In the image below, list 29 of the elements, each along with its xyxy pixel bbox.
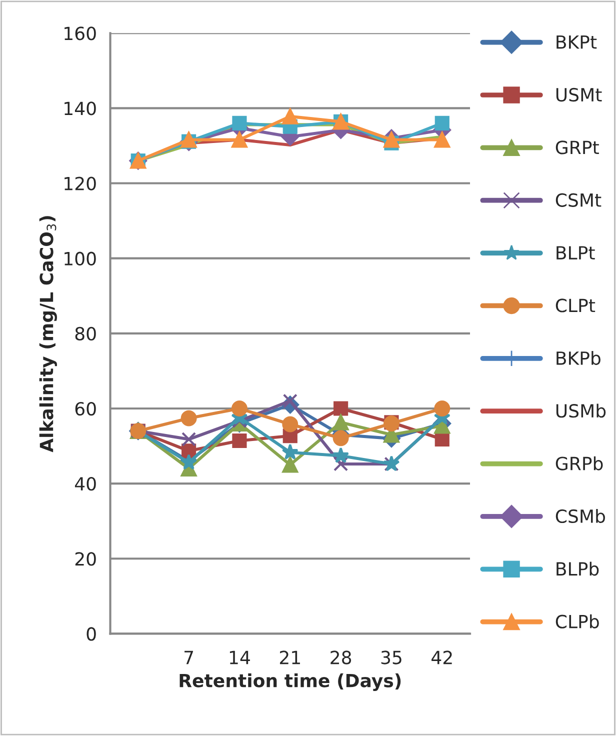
y-tick-label: 0	[86, 627, 96, 641]
y-tick-label: 80	[75, 326, 96, 341]
legend-label: USMt	[556, 88, 602, 102]
x-tick-label: 21	[280, 650, 300, 664]
x-tick-label: 14	[230, 650, 250, 664]
y-tick-label: 140	[64, 102, 96, 116]
legend-label: BKPt	[556, 35, 597, 49]
y-tick-label: 20	[75, 552, 96, 566]
x-tick-label: 7	[184, 650, 193, 664]
legend-label: USMb	[556, 404, 606, 418]
x-axis-title: Retention time (Days)	[180, 673, 401, 692]
legend-label: CSMb	[556, 509, 605, 524]
y-tick-label: 160	[64, 26, 96, 40]
legend-label: BKPb	[556, 351, 600, 365]
legend-label: CLPb	[556, 614, 599, 628]
legend-label: CSMt	[556, 193, 602, 207]
legend-label: BLPb	[556, 562, 599, 576]
x-tick-label: 28	[330, 650, 352, 664]
y-axis-title: Alkalinity (mg/L CaCO$_{3}$)	[39, 216, 57, 452]
legend-label: GRPb	[556, 456, 603, 470]
x-tick-label: 35	[381, 650, 402, 664]
legend-label: GRPt	[556, 140, 599, 154]
x-tick-label: 42	[432, 650, 452, 664]
legend-label: BLPt	[556, 246, 595, 260]
legend-label: CLPt	[556, 298, 596, 312]
y-tick-label: 100	[64, 252, 96, 266]
y-tick-label: 40	[74, 477, 96, 491]
y-tick-label: 120	[64, 176, 96, 190]
y-tick-label: 60	[75, 402, 96, 416]
